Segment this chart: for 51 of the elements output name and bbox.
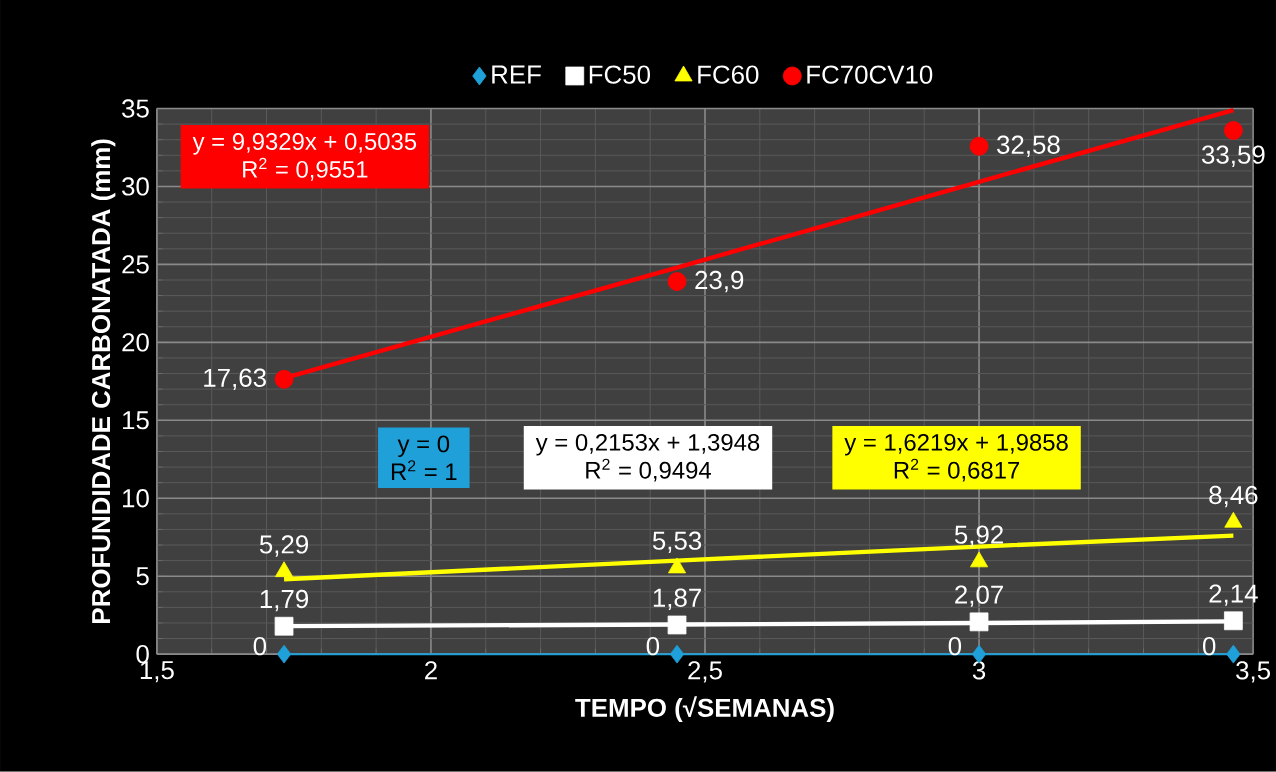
data-label: 1,87 bbox=[653, 588, 701, 611]
data-label: 0 bbox=[646, 637, 660, 656]
annotation: R$^{2}$ = 0,9551 bbox=[243, 158, 368, 181]
data-label: 0 bbox=[948, 637, 962, 656]
data-label: 32,58 bbox=[997, 135, 1060, 158]
annotation: y = 0 bbox=[397, 435, 450, 458]
annotation: y = 9,9329x + 0,5035 bbox=[192, 133, 417, 155]
data-label: 0 bbox=[253, 637, 267, 656]
annotation: y = 0,2153x + 1,3948 bbox=[535, 434, 760, 456]
data-label: 0 bbox=[1202, 637, 1216, 656]
data-label: 5,53 bbox=[652, 531, 702, 554]
legend-label: FC60 bbox=[698, 65, 759, 84]
data-label: 23,9 bbox=[695, 271, 744, 293]
data-label: 8,46 bbox=[1209, 486, 1258, 508]
annotation: y = 1,6219x + 1,9858 bbox=[844, 434, 1068, 456]
legend-label: REF bbox=[492, 65, 541, 84]
data-label: 5,92 bbox=[954, 525, 1003, 548]
data-label: 33,59 bbox=[1201, 145, 1265, 168]
data-label: 2,14 bbox=[1209, 584, 1258, 606]
x-tick-label: 2,5 bbox=[688, 661, 722, 683]
point bbox=[276, 644, 292, 664]
annotation: R$^{2}$ = 0,9494 bbox=[586, 458, 711, 482]
y-tick-label: 10 bbox=[123, 489, 149, 508]
annotation: R$^{2}$ = 0,6817 bbox=[894, 458, 1020, 482]
y-tick-label: 25 bbox=[122, 255, 149, 274]
annotation: R$^{2}$ = 1 bbox=[391, 460, 457, 481]
x-tick-label: 3,5 bbox=[1236, 661, 1271, 683]
y-tick-label: 35 bbox=[122, 99, 149, 118]
point bbox=[969, 612, 989, 632]
legend-label: FC50 bbox=[589, 65, 651, 84]
data-label: 17,63 bbox=[204, 368, 266, 391]
point bbox=[667, 272, 687, 292]
point bbox=[1224, 121, 1243, 141]
point bbox=[274, 370, 294, 389]
y-tick-label: 30 bbox=[122, 177, 149, 196]
x-axis-title: TEMPO (√SEMANAS) bbox=[575, 696, 834, 723]
data-label: 5,29 bbox=[259, 535, 309, 557]
x-tick-label: 3 bbox=[972, 661, 986, 680]
x-tick-label: 2 bbox=[425, 661, 437, 680]
y-tick-label: 5 bbox=[136, 567, 149, 586]
point bbox=[669, 644, 685, 664]
data-label: 2,07 bbox=[955, 585, 1003, 608]
y-tick-label: 15 bbox=[123, 411, 149, 430]
y-axis-title: PROFUNDIDADE CARBONATADA (mm) bbox=[91, 139, 116, 624]
point bbox=[1224, 611, 1243, 631]
y-tick-label: 20 bbox=[122, 333, 149, 352]
point bbox=[969, 137, 989, 156]
point bbox=[667, 615, 687, 635]
data-label: 1,79 bbox=[260, 590, 309, 612]
point bbox=[274, 617, 294, 636]
legend-label: FC70CV10 bbox=[807, 65, 933, 84]
